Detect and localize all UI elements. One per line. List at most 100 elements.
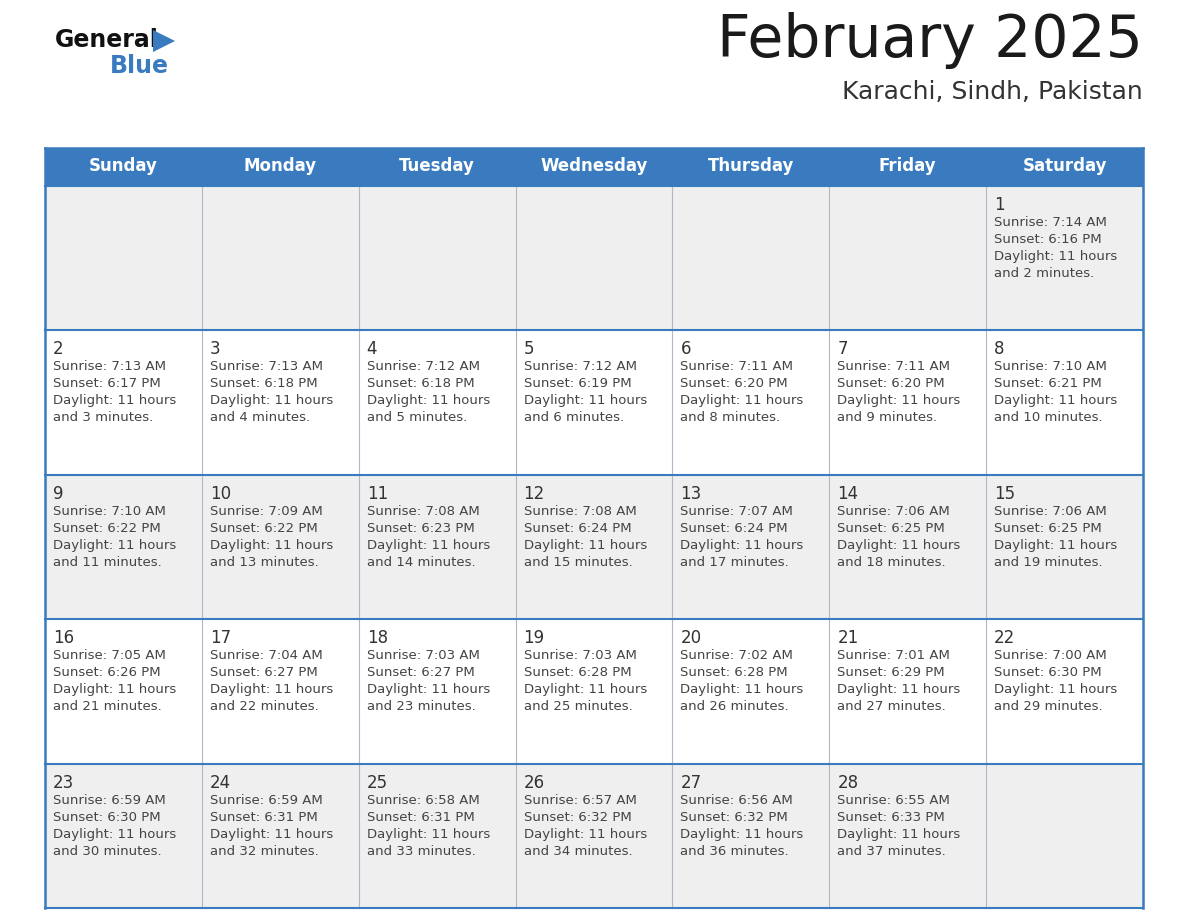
Text: and 8 minutes.: and 8 minutes. bbox=[681, 411, 781, 424]
Text: Sunset: 6:28 PM: Sunset: 6:28 PM bbox=[524, 666, 631, 679]
Text: Sunset: 6:18 PM: Sunset: 6:18 PM bbox=[210, 377, 317, 390]
Text: Karachi, Sindh, Pakistan: Karachi, Sindh, Pakistan bbox=[842, 80, 1143, 104]
Text: 11: 11 bbox=[367, 485, 388, 503]
Text: Sunset: 6:31 PM: Sunset: 6:31 PM bbox=[367, 811, 474, 823]
Text: Sunset: 6:31 PM: Sunset: 6:31 PM bbox=[210, 811, 317, 823]
Text: 22: 22 bbox=[994, 629, 1016, 647]
Bar bbox=[45, 148, 1143, 186]
Text: Sunrise: 7:06 AM: Sunrise: 7:06 AM bbox=[838, 505, 950, 518]
Text: Daylight: 11 hours: Daylight: 11 hours bbox=[210, 395, 333, 408]
Text: Sunrise: 7:04 AM: Sunrise: 7:04 AM bbox=[210, 649, 323, 662]
Text: Sunset: 6:24 PM: Sunset: 6:24 PM bbox=[524, 521, 631, 535]
Text: Sunrise: 7:07 AM: Sunrise: 7:07 AM bbox=[681, 505, 794, 518]
Text: Sunrise: 7:11 AM: Sunrise: 7:11 AM bbox=[681, 361, 794, 374]
Text: and 26 minutes.: and 26 minutes. bbox=[681, 700, 789, 713]
Text: 26: 26 bbox=[524, 774, 544, 791]
Text: Sunrise: 7:11 AM: Sunrise: 7:11 AM bbox=[838, 361, 950, 374]
Text: Daylight: 11 hours: Daylight: 11 hours bbox=[838, 828, 961, 841]
Text: Monday: Monday bbox=[244, 157, 317, 175]
Text: Daylight: 11 hours: Daylight: 11 hours bbox=[53, 683, 176, 696]
Text: Sunrise: 6:55 AM: Sunrise: 6:55 AM bbox=[838, 793, 950, 807]
Text: 9: 9 bbox=[53, 485, 63, 503]
Text: Sunrise: 7:03 AM: Sunrise: 7:03 AM bbox=[524, 649, 637, 662]
Text: Sunset: 6:25 PM: Sunset: 6:25 PM bbox=[994, 521, 1102, 535]
Text: 13: 13 bbox=[681, 485, 702, 503]
Text: 19: 19 bbox=[524, 629, 544, 647]
Text: Daylight: 11 hours: Daylight: 11 hours bbox=[524, 395, 646, 408]
Text: Daylight: 11 hours: Daylight: 11 hours bbox=[524, 828, 646, 841]
Text: and 37 minutes.: and 37 minutes. bbox=[838, 845, 946, 857]
Text: February 2025: February 2025 bbox=[718, 12, 1143, 69]
Text: Sunset: 6:22 PM: Sunset: 6:22 PM bbox=[53, 521, 160, 535]
Text: and 25 minutes.: and 25 minutes. bbox=[524, 700, 632, 713]
Text: Sunset: 6:30 PM: Sunset: 6:30 PM bbox=[994, 666, 1101, 679]
Text: Sunrise: 7:08 AM: Sunrise: 7:08 AM bbox=[524, 505, 637, 518]
Text: and 27 minutes.: and 27 minutes. bbox=[838, 700, 946, 713]
Text: and 11 minutes.: and 11 minutes. bbox=[53, 555, 162, 569]
Text: Sunday: Sunday bbox=[89, 157, 158, 175]
Text: Friday: Friday bbox=[879, 157, 936, 175]
Text: 27: 27 bbox=[681, 774, 702, 791]
Text: Sunrise: 7:14 AM: Sunrise: 7:14 AM bbox=[994, 216, 1107, 229]
Text: Sunrise: 7:08 AM: Sunrise: 7:08 AM bbox=[367, 505, 480, 518]
Text: and 29 minutes.: and 29 minutes. bbox=[994, 700, 1102, 713]
Text: and 17 minutes.: and 17 minutes. bbox=[681, 555, 789, 569]
Text: Sunrise: 7:13 AM: Sunrise: 7:13 AM bbox=[53, 361, 166, 374]
Text: and 30 minutes.: and 30 minutes. bbox=[53, 845, 162, 857]
Text: Sunset: 6:18 PM: Sunset: 6:18 PM bbox=[367, 377, 474, 390]
Text: Sunset: 6:25 PM: Sunset: 6:25 PM bbox=[838, 521, 944, 535]
Text: Sunrise: 7:13 AM: Sunrise: 7:13 AM bbox=[210, 361, 323, 374]
Text: Daylight: 11 hours: Daylight: 11 hours bbox=[838, 683, 961, 696]
Text: Sunset: 6:24 PM: Sunset: 6:24 PM bbox=[681, 521, 788, 535]
Text: Daylight: 11 hours: Daylight: 11 hours bbox=[524, 683, 646, 696]
Text: Daylight: 11 hours: Daylight: 11 hours bbox=[994, 250, 1118, 263]
Text: Sunset: 6:21 PM: Sunset: 6:21 PM bbox=[994, 377, 1102, 390]
Text: Daylight: 11 hours: Daylight: 11 hours bbox=[524, 539, 646, 552]
Text: and 15 minutes.: and 15 minutes. bbox=[524, 555, 632, 569]
Text: 1: 1 bbox=[994, 196, 1005, 214]
Polygon shape bbox=[153, 30, 175, 52]
Text: 8: 8 bbox=[994, 341, 1005, 358]
Text: 7: 7 bbox=[838, 341, 848, 358]
Text: Daylight: 11 hours: Daylight: 11 hours bbox=[681, 539, 803, 552]
Text: 5: 5 bbox=[524, 341, 535, 358]
Text: 18: 18 bbox=[367, 629, 387, 647]
Text: Sunrise: 6:57 AM: Sunrise: 6:57 AM bbox=[524, 793, 637, 807]
Text: Wednesday: Wednesday bbox=[541, 157, 647, 175]
Text: and 14 minutes.: and 14 minutes. bbox=[367, 555, 475, 569]
Text: 14: 14 bbox=[838, 485, 859, 503]
Text: Daylight: 11 hours: Daylight: 11 hours bbox=[367, 539, 489, 552]
Text: 4: 4 bbox=[367, 341, 378, 358]
Bar bbox=[45, 330, 1143, 475]
Text: 3: 3 bbox=[210, 341, 221, 358]
Text: Daylight: 11 hours: Daylight: 11 hours bbox=[210, 539, 333, 552]
Text: 2: 2 bbox=[53, 341, 64, 358]
Text: 15: 15 bbox=[994, 485, 1016, 503]
Text: General: General bbox=[55, 28, 159, 52]
Text: Daylight: 11 hours: Daylight: 11 hours bbox=[53, 828, 176, 841]
Text: and 9 minutes.: and 9 minutes. bbox=[838, 411, 937, 424]
Text: Sunrise: 6:58 AM: Sunrise: 6:58 AM bbox=[367, 793, 480, 807]
Text: Sunset: 6:32 PM: Sunset: 6:32 PM bbox=[524, 811, 631, 823]
Text: 20: 20 bbox=[681, 629, 702, 647]
Text: Sunset: 6:17 PM: Sunset: 6:17 PM bbox=[53, 377, 160, 390]
Text: Daylight: 11 hours: Daylight: 11 hours bbox=[53, 395, 176, 408]
Text: and 2 minutes.: and 2 minutes. bbox=[994, 267, 1094, 280]
Text: Sunrise: 7:00 AM: Sunrise: 7:00 AM bbox=[994, 649, 1107, 662]
Bar bbox=[45, 475, 1143, 620]
Text: Daylight: 11 hours: Daylight: 11 hours bbox=[994, 683, 1118, 696]
Text: Sunset: 6:28 PM: Sunset: 6:28 PM bbox=[681, 666, 788, 679]
Text: Daylight: 11 hours: Daylight: 11 hours bbox=[994, 539, 1118, 552]
Text: 25: 25 bbox=[367, 774, 387, 791]
Text: Sunrise: 7:05 AM: Sunrise: 7:05 AM bbox=[53, 649, 166, 662]
Text: Daylight: 11 hours: Daylight: 11 hours bbox=[994, 395, 1118, 408]
Text: and 18 minutes.: and 18 minutes. bbox=[838, 555, 946, 569]
Text: Daylight: 11 hours: Daylight: 11 hours bbox=[210, 683, 333, 696]
Text: Daylight: 11 hours: Daylight: 11 hours bbox=[53, 539, 176, 552]
Text: Daylight: 11 hours: Daylight: 11 hours bbox=[838, 539, 961, 552]
Text: Daylight: 11 hours: Daylight: 11 hours bbox=[367, 395, 489, 408]
Text: and 13 minutes.: and 13 minutes. bbox=[210, 555, 318, 569]
Text: Sunrise: 7:12 AM: Sunrise: 7:12 AM bbox=[524, 361, 637, 374]
Text: and 23 minutes.: and 23 minutes. bbox=[367, 700, 475, 713]
Text: Blue: Blue bbox=[110, 54, 169, 78]
